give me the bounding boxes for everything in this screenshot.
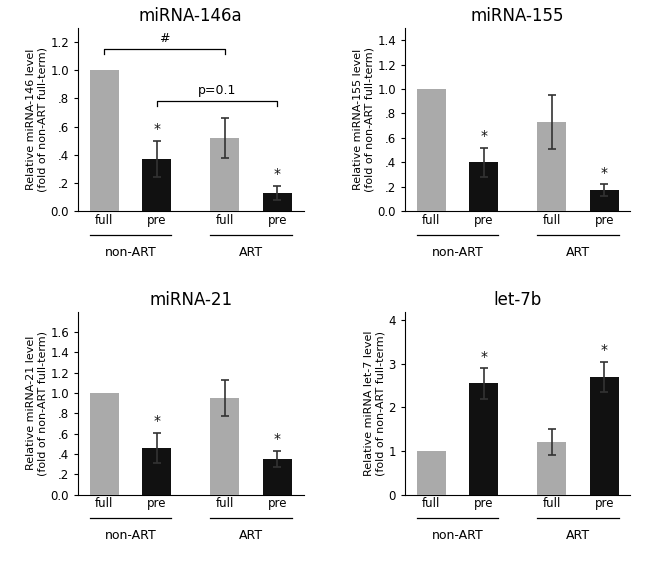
Text: ART: ART [239,246,263,259]
Y-axis label: Relative miRNA-155 level
(fold of non-ART full-term): Relative miRNA-155 level (fold of non-AR… [353,47,374,192]
Bar [263,193,292,211]
Text: non-ART: non-ART [432,246,484,259]
Bar [469,162,498,211]
Title: let-7b: let-7b [493,291,542,309]
Bar [538,442,566,495]
Text: #: # [159,32,170,45]
Text: *: * [153,122,160,136]
Text: non-ART: non-ART [432,529,484,542]
Text: *: * [601,166,608,180]
Text: ART: ART [566,246,590,259]
Bar [90,70,119,211]
Bar [211,398,239,495]
Bar [142,159,171,211]
Bar [590,191,619,211]
Text: non-ART: non-ART [105,246,156,259]
Text: *: * [480,350,487,364]
Text: *: * [274,432,281,446]
Title: miRNA-21: miRNA-21 [150,291,232,309]
Bar [211,138,239,211]
Bar [263,459,292,495]
Bar [90,393,119,495]
Bar [142,448,171,495]
Title: miRNA-155: miRNA-155 [471,7,564,25]
Text: ART: ART [566,529,590,542]
Bar [417,89,446,211]
Text: *: * [153,414,160,428]
Bar [417,451,446,495]
Title: miRNA-146a: miRNA-146a [139,7,242,25]
Bar [590,377,619,495]
Y-axis label: Relative miRNA-146 level
(fold of non-ART full-term): Relative miRNA-146 level (fold of non-AR… [26,47,47,192]
Y-axis label: Relative miRNA let-7 level
(fold of non-ART full-term): Relative miRNA let-7 level (fold of non-… [364,330,385,476]
Bar [469,383,498,495]
Text: p=0.1: p=0.1 [198,84,236,97]
Text: *: * [480,129,487,143]
Bar [538,122,566,211]
Text: ART: ART [239,529,263,542]
Text: non-ART: non-ART [105,529,156,542]
Y-axis label: Relative miRNA-21 level
(fold of non-ART full-term): Relative miRNA-21 level (fold of non-ART… [26,330,47,475]
Text: *: * [601,343,608,357]
Text: *: * [274,167,281,181]
